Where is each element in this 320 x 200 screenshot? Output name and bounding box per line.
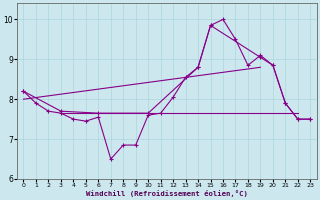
X-axis label: Windchill (Refroidissement éolien,°C): Windchill (Refroidissement éolien,°C) <box>86 190 248 197</box>
